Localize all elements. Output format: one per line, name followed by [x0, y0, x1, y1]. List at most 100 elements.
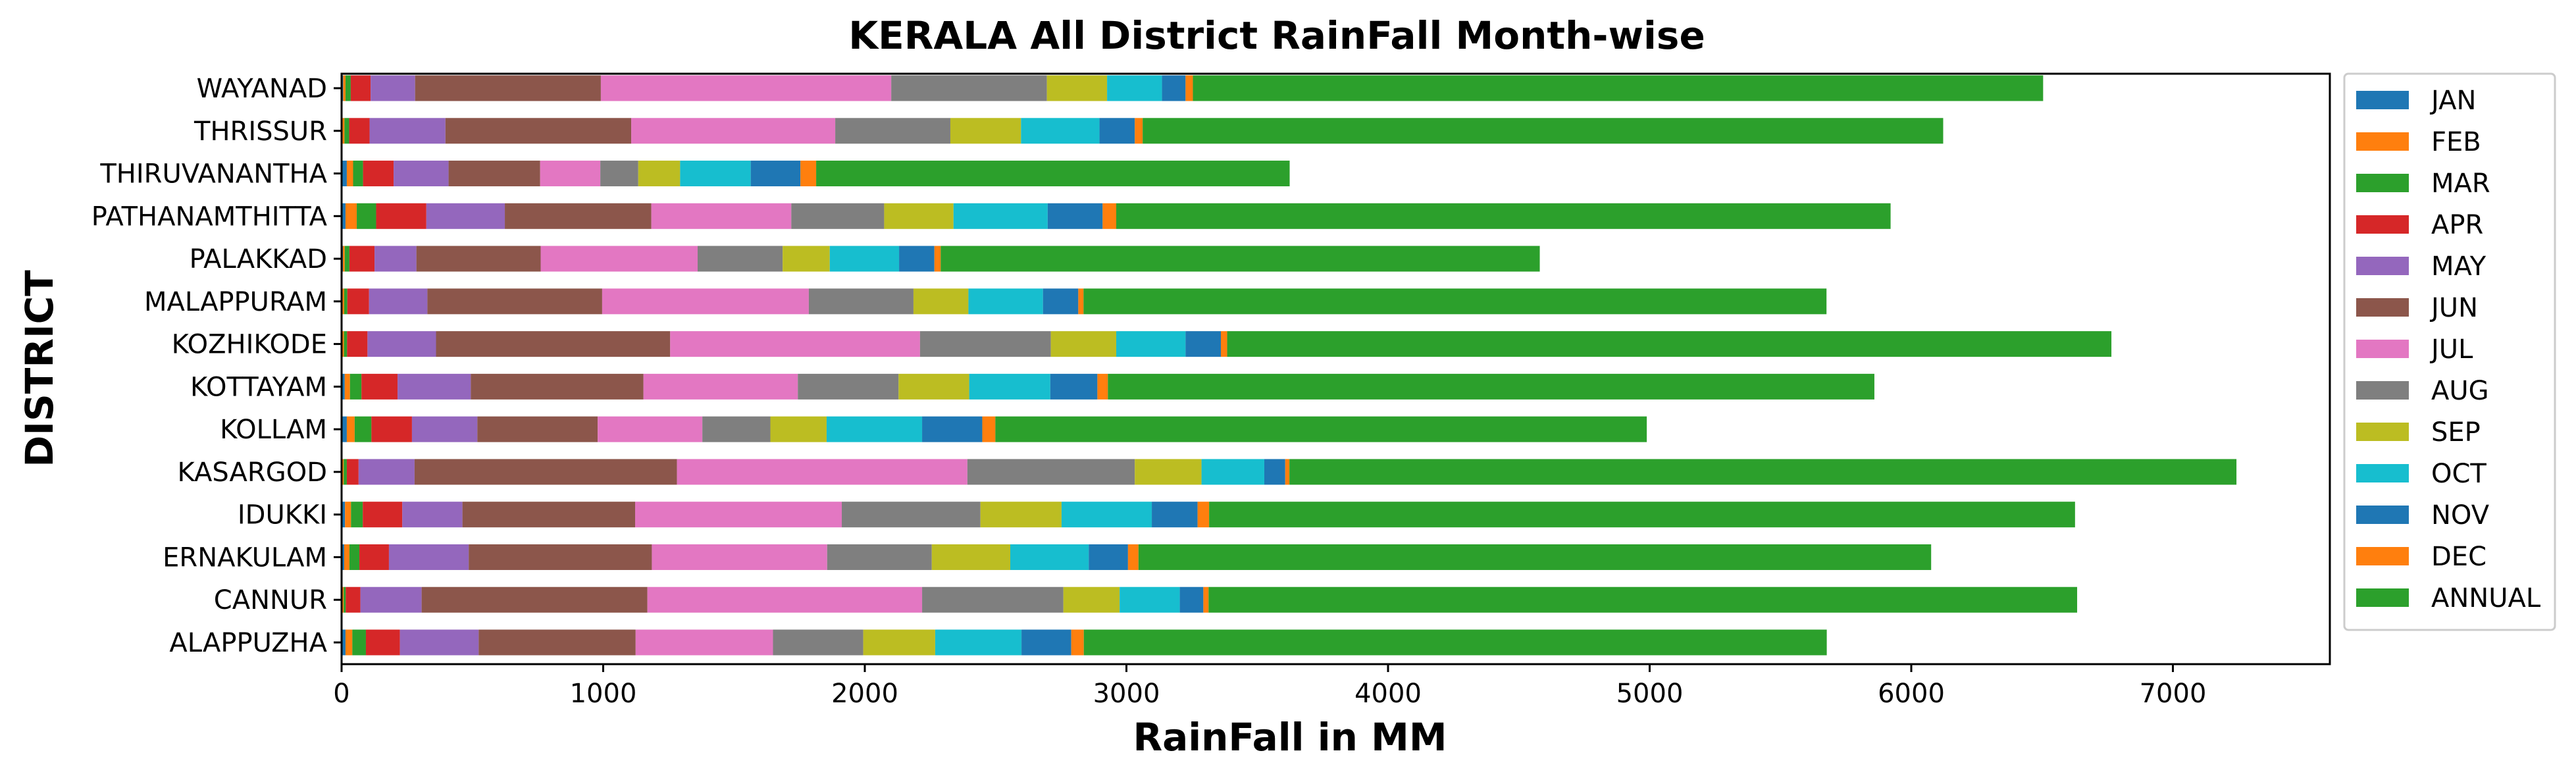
bar-segment-pathanamthitta-dec	[1102, 203, 1116, 229]
bar-segment-pathanamthitta-jun	[505, 203, 652, 229]
plot-frame	[340, 72, 2331, 665]
bar-segment-thiruvanantha-jan	[342, 161, 347, 187]
bar-segment-kollam-feb	[346, 416, 355, 442]
bar-segment-ernakulam-aug	[827, 544, 932, 570]
bar-segment-kasargod-jun	[414, 459, 677, 485]
bar-segment-malappuram-annual	[1083, 288, 1827, 315]
bar-segment-wayanad-apr	[350, 75, 371, 101]
bar-segment-kottayam-apr	[361, 373, 398, 400]
y-tick-label: KOLLAM	[220, 415, 327, 445]
bar-segment-idukki-may	[402, 502, 463, 528]
bar-segment-kozhikode-oct	[1116, 331, 1186, 357]
bar-segment-kasargod-jul	[677, 459, 967, 485]
bar-segment-palakkad-sep	[783, 246, 830, 272]
bar-segment-thiruvanantha-mar	[353, 161, 363, 187]
bar-segment-kozhikode-nov	[1185, 331, 1221, 357]
y-tick-label: MALAPPURAM	[144, 287, 327, 317]
bar-segment-malappuram-may	[369, 288, 428, 315]
bar-segment-ernakulam-may	[388, 544, 469, 570]
bar-segment-thiruvanantha-apr	[363, 161, 394, 187]
bar-segment-wayanad-mar	[345, 75, 351, 101]
legend-swatch-nov	[2356, 506, 2409, 524]
bar-segment-thrissur-sep	[950, 118, 1021, 144]
y-axis: ALAPPUZHA CANNUR ERNAKULAM IDUKKI KASARGOD KO…	[91, 74, 342, 658]
bar-segment-cannur-sep	[1063, 586, 1120, 613]
bar-segment-kollam-may	[411, 416, 478, 442]
bar-segment-palakkad-feb	[342, 246, 345, 272]
bar-segment-alappuzha-aug	[773, 629, 863, 656]
bar-segment-thiruvanantha-annual	[816, 161, 1290, 187]
bar-segment-thiruvanantha-may	[394, 161, 449, 187]
bar-segment-ernakulam-dec	[1127, 544, 1139, 570]
bar-segment-kozhikode-sep	[1050, 331, 1116, 357]
legend-label-jul: JUL	[2429, 334, 2473, 365]
bar-segment-thiruvanantha-jul	[540, 161, 601, 187]
bar-segment-idukki-sep	[980, 502, 1062, 528]
bar-segment-kasargod-mar	[344, 459, 347, 485]
bar-segment-ernakulam-jun	[469, 544, 652, 570]
bar-segment-thrissur-may	[369, 118, 446, 144]
bar-segment-kottayam-annual	[1108, 373, 1874, 400]
bar-segment-wayanad-aug	[891, 75, 1047, 101]
bar-segment-cannur-jul	[647, 586, 923, 613]
bar-segment-kasargod-feb	[342, 459, 344, 485]
x-tick-label: 5000	[1616, 679, 1684, 709]
bar-segment-pathanamthitta-feb	[345, 203, 357, 229]
x-tick-label: 0	[333, 679, 349, 709]
bar-segment-kasargod-oct	[1201, 459, 1264, 485]
bar-segment-cannur-may	[360, 586, 422, 613]
bar-segment-pathanamthitta-jan	[342, 203, 346, 229]
bar-segment-pathanamthitta-jul	[651, 203, 792, 229]
bar-segment-malappuram-jul	[602, 288, 809, 315]
bar-segment-pathanamthitta-oct	[953, 203, 1048, 229]
bar-segment-alappuzha-dec	[1071, 629, 1084, 656]
bar-segment-pathanamthitta-sep	[884, 203, 954, 229]
bar-segment-malappuram-apr	[347, 288, 369, 315]
x-tick-label: 3000	[1093, 679, 1160, 709]
bar-segment-ernakulam-sep	[931, 544, 1011, 570]
y-tick-label: IDUKKI	[238, 500, 327, 531]
y-tick-label: KASARGOD	[178, 457, 327, 488]
legend-swatch-oct	[2356, 464, 2409, 482]
bar-segment-cannur-apr	[346, 586, 361, 613]
bar-segment-thrissur-mar	[344, 118, 349, 144]
bar-segment-palakkad-may	[374, 246, 417, 272]
bar-segment-cannur-mar	[344, 586, 346, 613]
bar-segment-alappuzha-annual	[1083, 629, 1827, 656]
bar-segment-wayanad-oct	[1107, 75, 1162, 101]
bar-segment-palakkad-annual	[940, 246, 1540, 272]
bar-segment-kottayam-aug	[798, 373, 899, 400]
legend-label-feb: FEB	[2431, 127, 2481, 157]
legend-label-nov: NOV	[2431, 500, 2490, 531]
x-tick-label: 7000	[2140, 679, 2207, 709]
y-tick-label: THIRUVANANTHA	[99, 159, 327, 190]
bar-segment-kasargod-sep	[1135, 459, 1202, 485]
bar-segment-idukki-jan	[342, 502, 346, 528]
legend-swatch-aug	[2356, 381, 2409, 400]
bar-segment-pathanamthitta-apr	[376, 203, 426, 229]
bar-segment-malappuram-feb	[342, 288, 344, 315]
bar-segment-alappuzha-may	[399, 629, 479, 656]
legend-swatch-dec	[2356, 547, 2409, 565]
bar-segment-malappuram-nov	[1043, 288, 1079, 315]
bar-segment-palakkad-mar	[344, 246, 349, 272]
bar-segment-kottayam-oct	[969, 373, 1050, 400]
bar-segment-idukki-jun	[462, 502, 635, 528]
bar-segment-idukki-nov	[1152, 502, 1198, 528]
y-tick-label: PATHANAMTHITTA	[91, 201, 328, 232]
y-tick-label: WAYANAD	[197, 74, 327, 104]
bar-segment-ernakulam-jan	[342, 544, 344, 570]
bar-segment-malappuram-aug	[808, 288, 914, 315]
x-tick-label: 1000	[570, 679, 637, 709]
bar-segment-thrissur-annual	[1143, 118, 1944, 144]
bar-segment-thiruvanantha-aug	[600, 161, 638, 187]
bar-segment-alappuzha-jun	[478, 629, 636, 656]
bar-segment-kollam-jul	[598, 416, 703, 442]
bar-segment-kollam-jan	[342, 416, 347, 442]
bar-segment-wayanad-jul	[600, 75, 892, 101]
bar-segment-alappuzha-jan	[342, 629, 346, 656]
y-tick-label: CANNUR	[214, 585, 327, 615]
y-tick-label: PALAKKAD	[190, 244, 327, 274]
bar-segment-kollam-dec	[982, 416, 996, 442]
